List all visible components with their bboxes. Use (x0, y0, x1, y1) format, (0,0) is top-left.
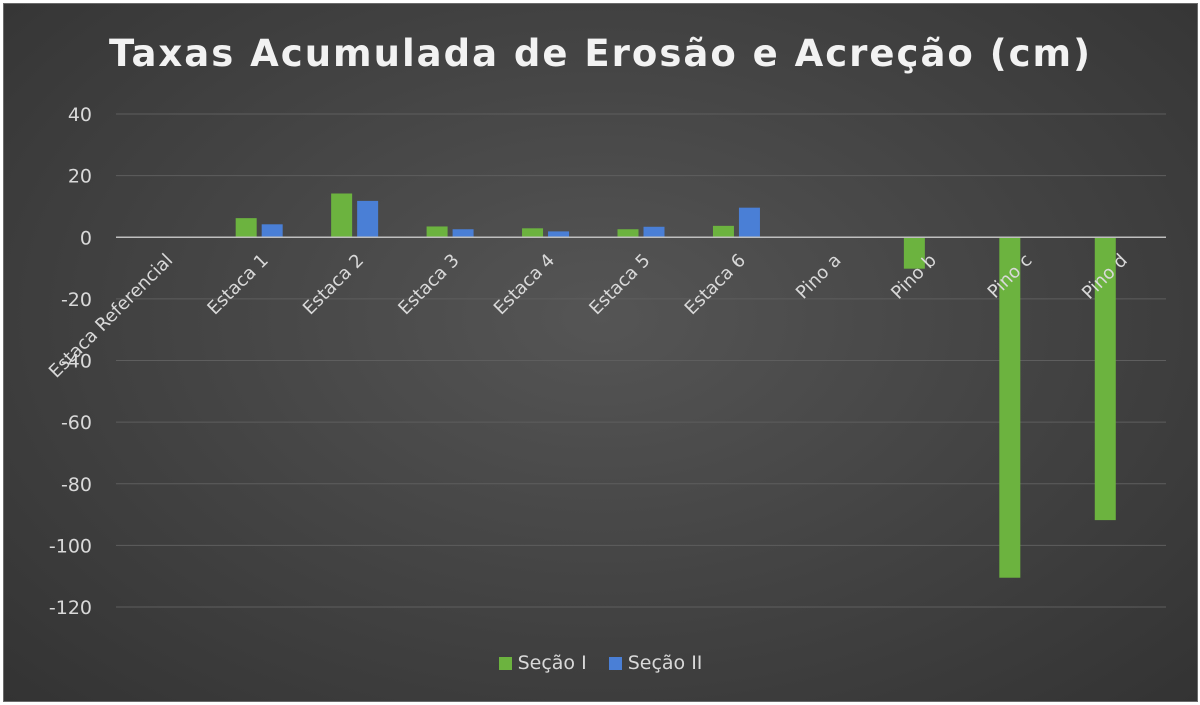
legend-label-secao-ii: Seção II (627, 652, 703, 674)
gridlines (116, 113, 1166, 608)
x-axis-categories: Estaca Referencial Estaca 1 Estaca 2 Estaca… (45, 250, 1132, 382)
legend-item-secao-i: Seção I (498, 652, 587, 674)
bar (738, 207, 760, 238)
bar (643, 226, 665, 238)
bar (999, 237, 1021, 578)
legend-item-secao-ii: Seção II (608, 652, 703, 674)
bar (235, 218, 257, 238)
y-tick-label: 40 (68, 104, 92, 126)
bars (235, 193, 1116, 578)
bar (617, 229, 639, 238)
y-tick-label: -80 (61, 474, 92, 496)
x-category-label: Estaca 2 (299, 250, 368, 319)
legend-swatch-secao-ii (608, 656, 622, 670)
x-category-label: Estaca Referencial (45, 250, 177, 382)
y-tick-label: -60 (61, 412, 92, 434)
legend-swatch-secao-i (498, 656, 512, 670)
bar (261, 224, 283, 238)
y-tick-label: -120 (49, 597, 92, 619)
y-tick-label: -20 (61, 289, 92, 311)
plot-area: 40 20 0 -20 -40 -60 -80 -100 -120 Estaca Referen… (45, 104, 1166, 619)
y-tick-label: 0 (80, 227, 92, 249)
bar (357, 200, 379, 238)
y-axis-ticks: 40 20 0 -20 -40 -60 -80 -100 -120 (49, 104, 92, 619)
bar (452, 229, 474, 238)
bar (548, 231, 570, 238)
x-category-label: Estaca 6 (681, 250, 750, 319)
chart-title: Taxas Acumulada de Erosão e Acreção (cm) (108, 32, 1093, 75)
bar (522, 228, 544, 238)
bar (712, 225, 734, 238)
y-tick-label: 20 (68, 166, 92, 188)
x-category-label: Pino a (792, 250, 845, 303)
chart-frame: Taxas Acumulada de Erosão e Acreção (cm)… (3, 3, 1198, 702)
bar (903, 237, 925, 269)
y-tick-label: -100 (49, 535, 92, 557)
y-tick-label: -40 (61, 351, 92, 373)
x-category-label: Estaca 5 (585, 250, 654, 319)
x-category-label: Estaca 1 (203, 250, 272, 319)
legend: Seção I Seção II (4, 652, 1197, 674)
legend-label-secao-i: Seção I (517, 652, 587, 674)
x-category-label: Estaca 3 (394, 250, 463, 319)
bar (331, 193, 353, 238)
bar (426, 226, 448, 238)
x-category-label: Estaca 4 (490, 250, 559, 319)
bar (1094, 237, 1116, 521)
